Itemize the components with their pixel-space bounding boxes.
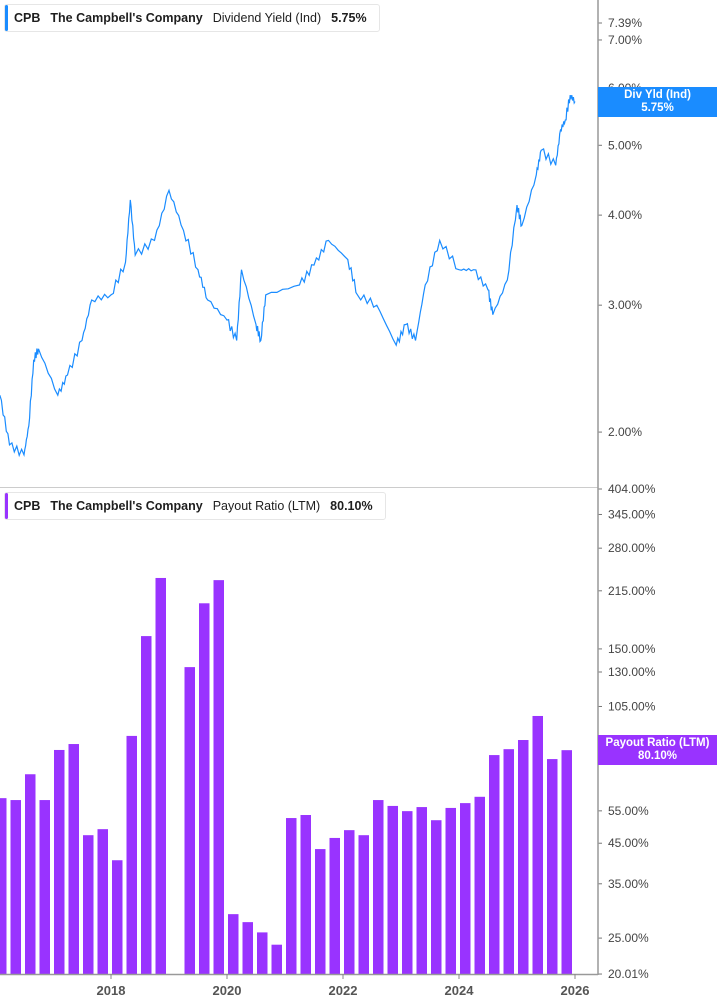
payout-bar	[271, 944, 282, 974]
payout-bar	[0, 798, 7, 974]
payout-bar	[489, 755, 500, 974]
payout-y-tick-label: 20.01%	[608, 967, 649, 981]
payout-y-tick-label: 345.00%	[608, 507, 656, 521]
payout-bar	[416, 807, 427, 974]
payout-bar	[431, 820, 442, 974]
payout-bar	[83, 835, 94, 974]
yield-tag-name: Div Yld (Ind)	[624, 89, 691, 101]
yield-legend-metric: Dividend Yield (Ind)	[212, 11, 322, 25]
yield-legend-company: The Campbell's Company	[50, 11, 203, 25]
payout-bar	[503, 749, 514, 974]
payout-legend-marker	[5, 493, 8, 519]
payout-y-tick-label: 25.00%	[608, 931, 649, 945]
payout-y-tick-label: 215.00%	[608, 584, 656, 598]
payout-bar	[97, 829, 108, 974]
payout-bar	[141, 636, 152, 974]
payout-bar	[228, 914, 239, 974]
payout-bar	[25, 774, 36, 974]
payout-y-tick-label: 130.00%	[608, 665, 656, 679]
payout-bar	[532, 715, 543, 974]
yield-y-tick-label: 2.00%	[608, 425, 642, 439]
payout-legend-ticker: CPB	[14, 499, 41, 513]
payout-bar	[315, 849, 326, 974]
payout-y-tick-label: 280.00%	[608, 541, 656, 555]
payout-legend: CPB The Campbell's Company Payout Ratio …	[4, 492, 386, 520]
x-tick-label: 2018	[97, 983, 126, 998]
payout-bar	[358, 835, 369, 974]
payout-bar	[257, 932, 268, 974]
payout-bar	[286, 818, 297, 974]
payout-bar	[445, 807, 456, 974]
payout-bar	[39, 800, 50, 974]
payout-legend-company: The Campbell's Company	[50, 499, 203, 513]
yield-y-tick-label: 4.00%	[608, 208, 642, 222]
yield-line	[0, 94, 576, 458]
yield-y-tick-label: 7.00%	[608, 33, 642, 47]
payout-bar	[54, 749, 65, 974]
yield-last-value-tag: Div Yld (Ind) 5.75%	[598, 87, 717, 117]
payout-y-tick-label: 55.00%	[608, 804, 649, 818]
payout-last-value-tag: Payout Ratio (LTM) 80.10%	[598, 735, 717, 765]
payout-bar	[68, 744, 79, 974]
payout-bar	[344, 830, 355, 974]
yield-legend-ticker: CPB	[14, 11, 41, 25]
payout-bar	[460, 803, 471, 974]
payout-legend-metric: Payout Ratio (LTM)	[212, 499, 321, 513]
payout-bar	[300, 815, 311, 974]
yield-legend-value: 5.75%	[331, 11, 367, 25]
yield-y-tick-label: 3.00%	[608, 298, 642, 312]
yield-legend: CPB The Campbell's Company Dividend Yiel…	[4, 4, 380, 32]
payout-bar	[10, 800, 21, 974]
payout-tag-value: 80.10%	[637, 750, 677, 762]
payout-bar	[387, 805, 398, 974]
payout-legend-value: 80.10%	[330, 499, 373, 513]
payout-bar	[518, 740, 529, 974]
yield-tag-value: 5.75%	[641, 102, 674, 114]
payout-bar	[329, 837, 340, 974]
payout-bar	[184, 667, 195, 974]
payout-bar	[242, 922, 253, 974]
x-tick-label: 2020	[213, 983, 242, 998]
yield-y-tick-label: 5.00%	[608, 138, 642, 152]
payout-y-tick-label: 35.00%	[608, 877, 649, 891]
payout-bar	[199, 603, 210, 974]
payout-bar	[474, 796, 485, 974]
payout-bar	[213, 580, 224, 974]
payout-bar	[402, 811, 413, 974]
payout-bar	[155, 577, 166, 974]
x-tick-label: 2024	[445, 983, 475, 998]
x-tick-label: 2022	[329, 983, 358, 998]
payout-y-tick-label: 404.00%	[608, 482, 656, 496]
yield-y-tick-label: 7.39%	[608, 16, 642, 30]
payout-y-tick-label: 150.00%	[608, 642, 656, 656]
x-tick-label: 2026	[561, 983, 590, 998]
payout-y-tick-label: 105.00%	[608, 699, 656, 713]
payout-bar	[112, 860, 123, 974]
payout-bar	[126, 735, 137, 974]
payout-bar	[561, 750, 572, 974]
payout-bar	[373, 800, 384, 974]
yield-legend-marker	[5, 5, 8, 31]
payout-bar	[547, 759, 558, 974]
payout-y-tick-label: 45.00%	[608, 836, 649, 850]
payout-tag-name: Payout Ratio (LTM)	[605, 737, 710, 749]
